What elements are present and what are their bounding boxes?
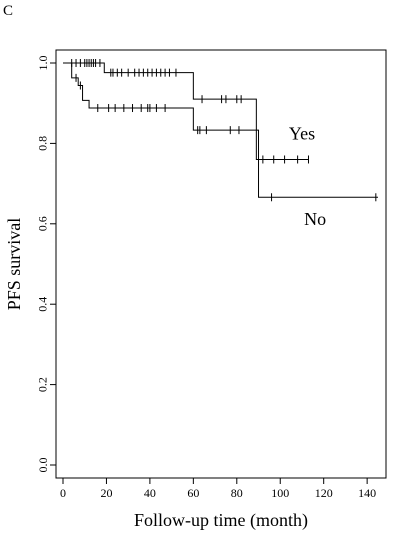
- y-tick-label: 0.8: [36, 136, 50, 151]
- curve-no: [63, 62, 378, 198]
- y-tick-label: 1.0: [36, 56, 50, 71]
- axes-group: 0 20 40 60 80 100 120 140 0.0 0.2 0.4 0.6 0.8 1.0: [36, 49, 387, 500]
- x-tick-label: 140: [358, 486, 376, 500]
- panel-label: C: [3, 3, 13, 19]
- x-tick-label: 0: [60, 486, 66, 500]
- x-tick-label: 60: [187, 486, 199, 500]
- x-tick-label: 20: [100, 486, 112, 500]
- y-tick-label: 0.2: [36, 377, 50, 392]
- y-tick-label: 0.4: [36, 297, 50, 312]
- series-labels-group: Yes No: [289, 123, 326, 229]
- curves-group: [63, 59, 378, 202]
- series-label-yes: Yes: [289, 123, 315, 143]
- x-tick-label: 40: [144, 486, 156, 500]
- x-tick-label: 80: [231, 486, 243, 500]
- x-tick-label: 120: [315, 486, 333, 500]
- y-tick-label: 0.0: [36, 458, 50, 473]
- x-axis-title: Follow-up time (month): [134, 510, 308, 531]
- plot-frame: [55, 49, 387, 479]
- x-tick-label: 100: [271, 486, 289, 500]
- curve-yes: [63, 62, 309, 160]
- y-tick-label: 0.6: [36, 216, 50, 231]
- y-axis-title: PFS survival: [4, 218, 24, 311]
- series-label-no: No: [304, 209, 326, 229]
